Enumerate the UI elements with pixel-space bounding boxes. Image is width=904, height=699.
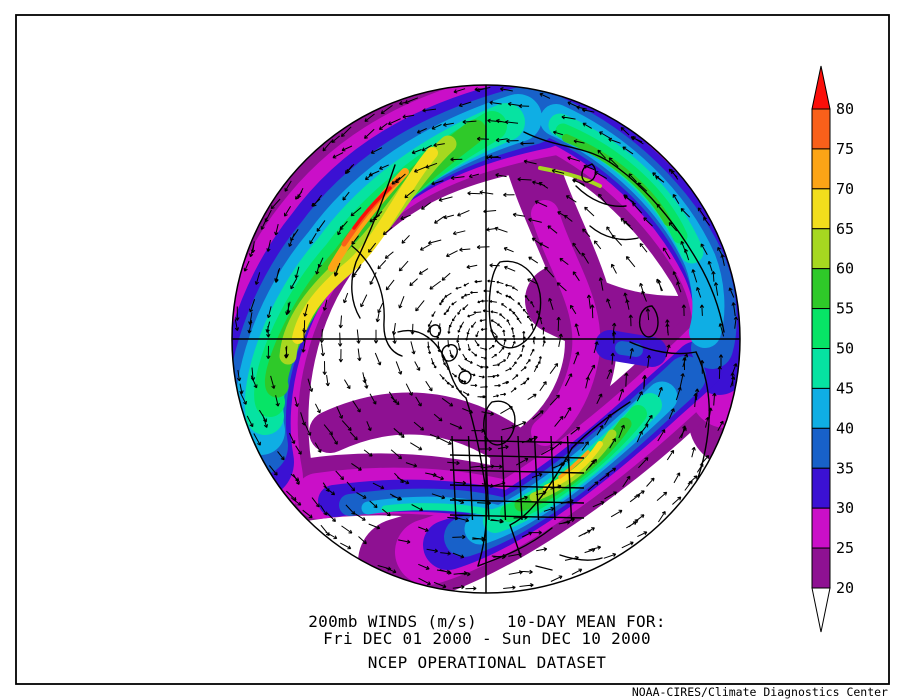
- colorbar-cell: [811, 148, 831, 190]
- colorbar-tick-label: 80: [836, 100, 854, 118]
- plot-date-range: Fri DEC 01 2000 - Sun DEC 10 2000: [323, 629, 651, 648]
- colorbar-cell: [811, 188, 831, 230]
- colorbar-cell: [811, 268, 831, 310]
- colorbar-tick-label: 70: [836, 180, 854, 198]
- colorbar-cell: [811, 108, 831, 150]
- plot-frame: [15, 14, 890, 685]
- colorbar-upper-arrow: [811, 65, 831, 110]
- colorbar-tick-label: 65: [836, 220, 854, 238]
- colorbar-lower-arrow: [811, 587, 831, 633]
- colorbar-tick-label: 40: [836, 419, 854, 437]
- colorbar-cell: [811, 427, 831, 469]
- colorbar-cell: [811, 348, 831, 389]
- colorbar-cell: [811, 507, 831, 549]
- plot-dataset-label: NCEP OPERATIONAL DATASET: [367, 653, 607, 672]
- colorbar-tick-label: 45: [836, 379, 854, 397]
- colorbar-cell: [811, 228, 831, 270]
- plot-title: 200mb WINDS (m/s) 10-DAY MEAN FOR:: [308, 612, 666, 631]
- colorbar-tick-label: 20: [836, 579, 854, 597]
- colorbar-cell: [811, 547, 831, 589]
- colorbar-tick-label: 75: [836, 140, 854, 158]
- colorbar-cell: [811, 308, 831, 350]
- colorbar-cell: [811, 467, 831, 509]
- colorbar-tick-label: 50: [836, 340, 854, 358]
- colorbar-tick-label: 30: [836, 499, 854, 517]
- colorbar-tick-label: 60: [836, 260, 854, 278]
- colorbar-tick-label: 35: [836, 459, 854, 477]
- attribution: NOAA-CIRES/Climate Diagnostics Center: [631, 685, 888, 699]
- colorbar-tick-label: 25: [836, 539, 854, 557]
- colorbar: 80 75 70 65 60 55 50 45 40 35 30 25 20: [811, 65, 854, 633]
- colorbar-tick-label: 55: [836, 300, 854, 318]
- colorbar-cell: [811, 387, 831, 429]
